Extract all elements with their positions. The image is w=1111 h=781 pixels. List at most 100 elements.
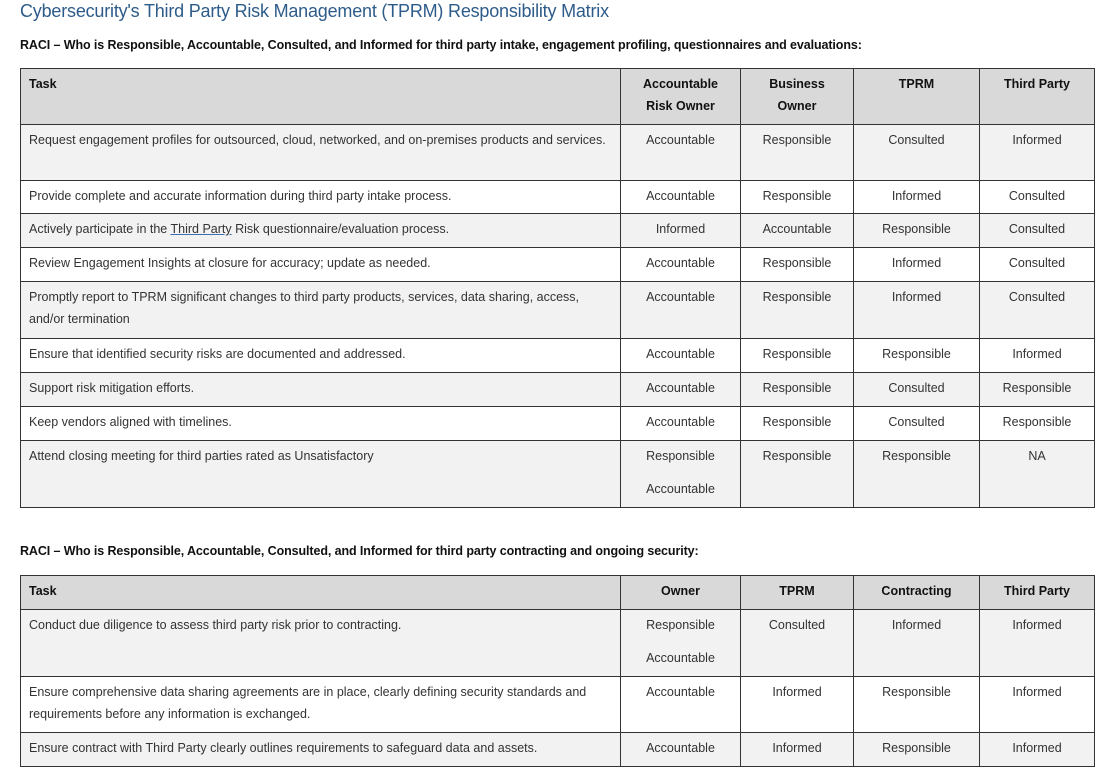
table-row: Promptly report to TPRM significant chan… — [20, 281, 1095, 339]
raci-value: Responsible — [762, 449, 832, 463]
table-row: Review Engagement Insights at closure fo… — [20, 247, 1095, 282]
raci-value: Responsible — [762, 290, 832, 304]
raci-cell: Informed — [979, 124, 1095, 181]
raci-value: Accountable — [646, 482, 715, 496]
raci-value: Informed — [1012, 741, 1062, 755]
column-header: Owner — [620, 575, 741, 610]
column-header: Third Party — [979, 575, 1095, 610]
table-row: Support risk mitigation efforts. Accounta… — [20, 372, 1095, 407]
raci-value: Informed — [772, 741, 822, 755]
raci-value: Accountable — [646, 189, 715, 203]
raci-cell: Accountable — [620, 124, 741, 181]
table-caption-contracting: RACI – Who is Responsible, Accountable, … — [20, 544, 699, 558]
column-header: Task — [20, 68, 621, 125]
header-row: Task Accountable Risk Owner Business Owner… — [20, 68, 1095, 125]
raci-value: Responsible — [762, 381, 832, 395]
raci-cell: Responsible — [740, 281, 854, 339]
raci-cell: Responsible — [740, 247, 854, 282]
column-header: Task — [20, 575, 621, 610]
raci-value: Informed — [1012, 618, 1062, 632]
raci-cell: Informed — [620, 213, 741, 248]
raci-cell: Responsible — [853, 676, 980, 733]
column-header: Business Owner — [740, 68, 854, 125]
raci-cell: Responsible — [740, 124, 854, 181]
raci-cell: Responsible — [853, 213, 980, 248]
raci-value: Responsible — [762, 133, 832, 147]
raci-cell: Consulted — [853, 372, 980, 407]
raci-value: Consulted — [1008, 256, 1066, 270]
raci-value: Responsible — [762, 256, 832, 270]
task-cell: Review Engagement Insights at closure fo… — [20, 247, 621, 282]
raci-cell: Responsible — [740, 406, 854, 441]
raci-table-intake: Task Accountable Risk Owner Business Owner… — [20, 68, 1095, 508]
column-header: Third Party — [979, 68, 1095, 125]
raci-value: Consulted — [888, 133, 945, 147]
task-cell: Keep vendors aligned with timelines. — [20, 406, 621, 441]
table-row: Actively participate in the Third Party … — [20, 213, 1095, 248]
raci-cell: Accountable — [620, 180, 741, 214]
raci-value: Responsible — [762, 189, 832, 203]
raci-cell: Accountable — [620, 732, 741, 767]
raci-value: Accountable — [646, 651, 715, 665]
raci-cell: Consulted — [979, 213, 1095, 248]
raci-cell: Accountable — [620, 406, 741, 441]
task-cell: Conduct due diligence to assess third pa… — [20, 609, 621, 677]
raci-value: Accountable — [646, 415, 715, 429]
raci-cell: Accountable — [740, 213, 854, 248]
raci-value: Responsible — [646, 618, 715, 632]
column-header: Contracting — [853, 575, 980, 610]
raci-cell: Accountable — [620, 338, 741, 373]
column-header: TPRM — [740, 575, 854, 610]
task-cell: Actively participate in the Third Party … — [20, 213, 621, 248]
raci-cell: Informed — [979, 609, 1095, 677]
raci-value: Accountable — [646, 290, 715, 304]
task-cell: Attend closing meeting for third parties… — [20, 440, 621, 508]
raci-cell: Responsible — [853, 440, 980, 508]
raci-cell: Accountable — [620, 247, 741, 282]
raci-value: NA — [1028, 449, 1046, 463]
raci-value: Responsible — [762, 415, 832, 429]
raci-value: Informed — [891, 256, 942, 270]
raci-cell: Consulted — [979, 281, 1095, 339]
raci-value: Informed — [891, 618, 942, 632]
raci-cell: Consulted — [979, 247, 1095, 282]
task-cell: Support risk mitigation efforts. — [20, 372, 621, 407]
task-cell: Ensure comprehensive data sharing agreem… — [20, 676, 621, 733]
raci-value: Accountable — [646, 133, 715, 147]
raci-value: Consulted — [1008, 222, 1066, 236]
raci-table-contracting: Task Owner TPRM Contracting Third Party Condu… — [20, 575, 1095, 767]
raci-cell: Responsible Accountable — [620, 609, 741, 677]
raci-value: Responsible — [882, 222, 951, 236]
raci-cell: Responsible Accountable — [620, 440, 741, 508]
raci-cell: Informed — [853, 180, 980, 214]
raci-value: Responsible — [762, 347, 832, 361]
column-header: Accountable Risk Owner — [620, 68, 741, 125]
task-text: Risk questionnaire/evaluation process. — [231, 222, 450, 236]
task-cell: Promptly report to TPRM significant chan… — [20, 281, 621, 339]
raci-value: Responsible — [646, 449, 715, 463]
table-row: Keep vendors aligned with timelines. Acco… — [20, 406, 1095, 441]
raci-cell: Responsible — [853, 338, 980, 373]
table-row: Ensure contract with Third Party clearly… — [20, 732, 1095, 767]
table-row: Attend closing meeting for third parties… — [20, 440, 1095, 508]
raci-cell: Responsible — [740, 180, 854, 214]
header-row: Task Owner TPRM Contracting Third Party — [20, 575, 1095, 610]
raci-cell: Responsible — [853, 732, 980, 767]
raci-value: Accountable — [646, 347, 715, 361]
raci-cell: Consulted — [740, 609, 854, 677]
raci-cell: Informed — [979, 732, 1095, 767]
raci-cell: Informed — [740, 732, 854, 767]
raci-value: Accountable — [646, 256, 715, 270]
raci-cell: Accountable — [620, 372, 741, 407]
table-row: Conduct due diligence to assess third pa… — [20, 609, 1095, 677]
raci-cell: Informed — [979, 338, 1095, 373]
raci-cell: Consulted — [979, 180, 1095, 214]
table-row: Ensure comprehensive data sharing agreem… — [20, 676, 1095, 733]
raci-value: Informed — [891, 189, 942, 203]
spellcheck-underlined-text: Third Party — [170, 222, 232, 236]
raci-value: Informed — [655, 222, 706, 236]
raci-cell: Responsible — [979, 406, 1095, 441]
raci-value: Responsible — [1002, 381, 1072, 395]
raci-cell: Responsible — [740, 440, 854, 508]
raci-value: Consulted — [888, 381, 945, 395]
